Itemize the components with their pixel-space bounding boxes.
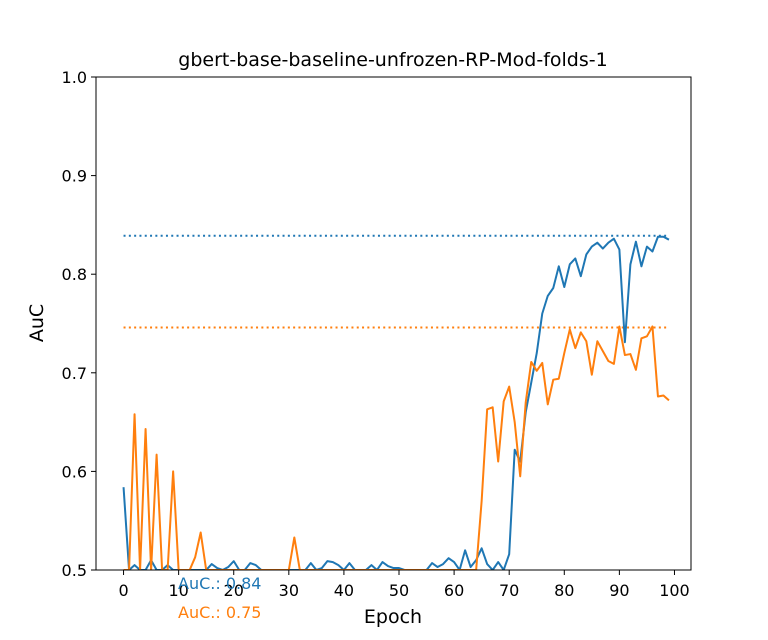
y-tick-label: 0.5: [62, 561, 87, 580]
y-axis-label: AuC: [26, 304, 48, 342]
y-tick-label: 0.6: [62, 462, 87, 481]
x-tick-label: 70: [499, 581, 519, 600]
x-tick-label: 0: [118, 581, 128, 600]
series-line-2: [123, 325, 670, 570]
auc-annotation-2: AuC.: 0.75: [178, 603, 261, 622]
y-tick-label: 0.7: [62, 364, 87, 383]
x-tick-label: 50: [389, 581, 409, 600]
axes-frame: [95, 76, 692, 571]
x-axis-label: Epoch: [364, 606, 422, 628]
plot-area: 0 10 20 30 40 50 60 70 80 90 100 0.5 0.6 0.7 0.8 0.9 1.0…: [62, 68, 692, 622]
chart-title: gbert-base-baseline-unfrozen-RP-Mod-fold…: [178, 49, 607, 71]
y-tick-label: 1.0: [62, 68, 87, 87]
x-tick-label: 60: [444, 581, 464, 600]
auc-annotation-1: AuC.: 0.84: [178, 574, 261, 593]
x-tick-label: 20: [224, 581, 244, 600]
series-line-1: [122, 235, 670, 570]
x-tick-label: 80: [554, 581, 574, 600]
x-tick-label: 40: [334, 581, 354, 600]
x-tick-label: 100: [659, 581, 690, 600]
x-tick-label: 90: [609, 581, 629, 600]
y-tick-label: 0.8: [62, 265, 87, 284]
x-tick-label: 30: [279, 581, 299, 600]
y-tick-label: 0.9: [62, 167, 87, 186]
x-tick-label: 10: [168, 581, 188, 600]
